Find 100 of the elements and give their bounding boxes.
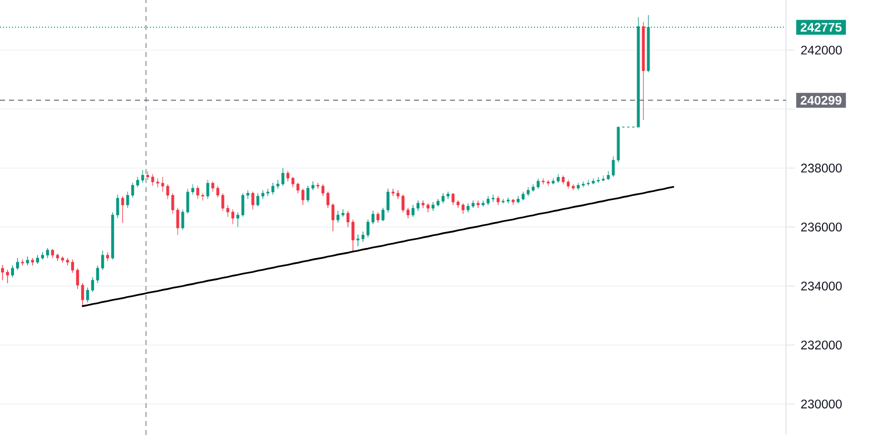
candlestick: [306, 186, 310, 202]
candlestick: [382, 208, 384, 222]
candlestick: [266, 188, 270, 196]
candlestick: [386, 188, 390, 213]
candlestick: [86, 287, 90, 303]
candlestick: [96, 265, 100, 284]
candlestick: [26, 256, 29, 266]
candlestick: [81, 282, 84, 306]
candlestick: [452, 192, 455, 206]
candlestick: [106, 252, 110, 262]
candlestick: [356, 234, 360, 246]
candlestick: [642, 22, 645, 120]
candlestick: [151, 174, 154, 186]
candlestick: [422, 200, 424, 208]
candlestick: [416, 200, 420, 212]
y-tick-label: 236000: [801, 222, 842, 232]
candlestick: [556, 174, 560, 184]
candlestick: [392, 188, 394, 196]
candlestick: [426, 203, 430, 213]
y-tick-label: 230000: [801, 400, 842, 408]
candlestick: [21, 259, 24, 266]
candlestick: [291, 176, 294, 188]
candlestick: [296, 182, 300, 194]
candlestick: [161, 176, 164, 192]
candlestick: [211, 181, 214, 192]
candlestick: [486, 196, 490, 206]
candlestick: [6, 270, 9, 284]
candlestick: [446, 191, 450, 200]
candlestick: [156, 178, 160, 188]
candlestick: [606, 170, 610, 180]
candlestick: [11, 265, 14, 278]
candlestick: [331, 203, 334, 232]
candlestick: [271, 182, 274, 195]
candlestick: [476, 200, 480, 208]
candlestick: [71, 259, 74, 274]
candlestick: [41, 252, 44, 260]
y-tick-label: 238000: [801, 164, 842, 173]
candlestick: [616, 126, 620, 162]
candlestick: [46, 248, 50, 258]
candlestick: [91, 276, 94, 292]
candlestick: [286, 170, 290, 182]
candlestick: [341, 209, 344, 217]
candlestick: [552, 178, 555, 185]
candlestick: [281, 168, 284, 186]
candlestick: [542, 178, 545, 185]
candlestick: [512, 198, 515, 206]
candlestick: [126, 191, 130, 208]
candlestick: [372, 210, 374, 224]
candlestick: [462, 203, 465, 214]
candlestick: [336, 210, 340, 223]
candlestick: [412, 204, 414, 217]
candlestick: [111, 212, 114, 260]
candlestick: [76, 268, 80, 290]
candlestick: [466, 203, 470, 213]
candlestick: [61, 256, 64, 263]
candlestick: [1, 264, 4, 280]
candlestick: [522, 191, 525, 201]
candlestick: [536, 178, 540, 189]
candlestick: [402, 194, 404, 213]
y-tick-label: 232000: [801, 340, 842, 350]
candlestick: [141, 170, 144, 184]
candlestick: [436, 198, 440, 207]
candlestick: [236, 212, 240, 228]
candlestick: [366, 219, 370, 238]
candlestick: [496, 196, 500, 206]
candlestick: [562, 175, 565, 185]
candlestick: [472, 200, 475, 208]
candlestick: [36, 254, 40, 264]
candlestick: [376, 212, 380, 223]
candlestick: [256, 192, 260, 207]
candlestick: [482, 200, 485, 207]
candlestick: [101, 250, 104, 270]
candlestick: [276, 180, 280, 189]
candlestick: [31, 258, 34, 266]
candlestick: [526, 187, 530, 196]
candlestick: [136, 176, 140, 188]
candlestick: [406, 208, 410, 218]
candlestick: [311, 181, 314, 190]
candlestick: [492, 194, 495, 202]
candlestick: [231, 209, 234, 224]
candlestick: [146, 170, 150, 180]
candlestick: [546, 180, 550, 186]
candlestick: [16, 258, 19, 270]
candlestick: [241, 192, 244, 217]
candlestick: [261, 190, 264, 200]
candlestick: [316, 182, 320, 189]
candlestick: [502, 198, 505, 204]
candlestick: [516, 196, 520, 204]
candlestick: [301, 188, 304, 206]
candlestick: [456, 200, 460, 208]
candlestick: [216, 186, 220, 198]
candlestick: [346, 210, 350, 228]
candlestick: [362, 231, 364, 242]
candlestick: [442, 192, 445, 204]
candlestick: [612, 156, 615, 178]
y-tick-label: 242000: [801, 46, 842, 55]
ref-line-label: 240299: [800, 96, 842, 105]
candlestick: [396, 190, 400, 200]
candlestick: [432, 202, 435, 212]
candlestick: [352, 219, 354, 252]
